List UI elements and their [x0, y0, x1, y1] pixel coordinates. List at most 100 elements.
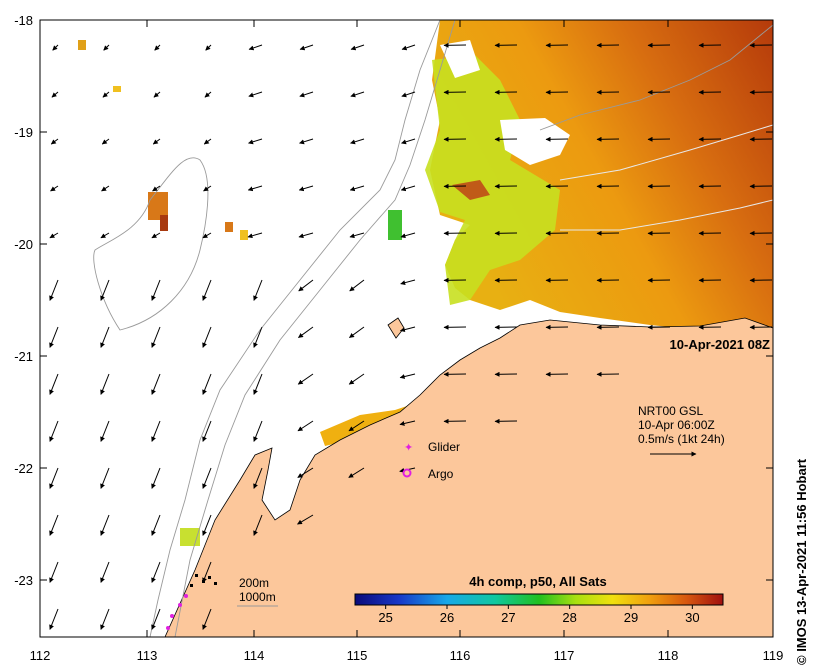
current-vector	[100, 608, 110, 630]
sst-coastal-strip	[320, 405, 410, 446]
current-vector	[151, 279, 161, 301]
colorbar-tick-label: 25	[378, 610, 392, 625]
map-plot-area	[40, 20, 773, 637]
map-timestamp: 10-Apr-2021 08Z	[670, 337, 770, 352]
lat-label: -23	[14, 573, 33, 588]
current-vector	[349, 279, 365, 292]
sst-pixel	[160, 215, 168, 231]
isobath-1000-label: 1000m	[239, 590, 276, 604]
current-vector	[253, 467, 263, 489]
current-vector	[49, 373, 59, 395]
current-vector	[100, 373, 110, 395]
current-vector	[103, 44, 110, 51]
current-vector	[49, 420, 59, 442]
sst-cloud-gap	[500, 118, 570, 165]
current-vector	[202, 373, 212, 395]
glider-marker: ✦	[404, 442, 413, 454]
current-vector	[151, 232, 161, 239]
current-vector	[154, 44, 161, 51]
sst-pixel	[148, 192, 168, 220]
current-vector	[253, 326, 263, 348]
current-vector	[50, 138, 59, 145]
current-vector	[152, 138, 161, 145]
sst-pixel	[180, 528, 200, 546]
current-vector	[49, 608, 59, 630]
current-vector	[202, 279, 212, 301]
current-vector	[297, 420, 314, 432]
colorbar-tick-label: 28	[562, 610, 576, 625]
current-vector	[100, 279, 110, 301]
plot-frame	[39, 19, 774, 638]
current-vector	[151, 326, 161, 348]
current-vector	[350, 138, 365, 145]
isobath-200-label: 200m	[239, 576, 269, 590]
current-vector	[253, 373, 263, 395]
current-vector	[205, 44, 212, 51]
argo-marker	[402, 468, 412, 478]
current-vector	[50, 185, 59, 192]
axis-ticks	[39, 19, 774, 637]
current-vector	[348, 467, 365, 478]
lat-label: -22	[14, 461, 33, 476]
credit-text: © IMOS 13-Apr-2021 11:56 Hobart	[794, 458, 809, 665]
current-vector	[400, 279, 416, 286]
current-vector	[202, 514, 212, 536]
current-vector	[297, 373, 314, 385]
current-vector	[52, 44, 59, 51]
current-vector	[202, 561, 212, 583]
current-vector	[202, 326, 212, 348]
sst-green-patch	[425, 55, 560, 305]
current-vector	[401, 138, 416, 145]
lon-label: 119	[763, 648, 784, 663]
argo-label: Argo	[428, 467, 454, 481]
current-vector	[348, 373, 365, 385]
current-vectors	[49, 42, 773, 630]
current-vector	[202, 232, 212, 239]
current-vector	[298, 326, 314, 338]
current-vector	[299, 44, 314, 51]
sst-pixel	[388, 210, 402, 240]
current-vector	[102, 91, 110, 98]
colorbar-tick-label: 26	[440, 610, 454, 625]
current-vector	[151, 561, 161, 583]
current-vector	[100, 467, 110, 489]
colorbar-ticks: 25 26 27 28 29 30	[378, 605, 700, 625]
current-vector	[248, 44, 263, 51]
current-vector	[100, 561, 110, 583]
glider-track	[166, 594, 188, 630]
current-vector	[49, 561, 59, 583]
current-vector	[152, 185, 161, 192]
longitude-labels: 112 113 114 115 116 117 118 119	[30, 648, 784, 663]
sst-pixel	[225, 222, 233, 232]
current-vector	[248, 91, 263, 98]
current-vector	[151, 467, 161, 489]
lat-label: -19	[14, 125, 33, 140]
current-vector	[100, 514, 110, 536]
lat-label: -18	[14, 13, 33, 28]
current-vector	[202, 608, 212, 630]
current-vector	[51, 91, 59, 98]
current-vector	[399, 420, 416, 426]
current-vector	[247, 232, 263, 239]
contour-lines	[559, 124, 773, 231]
current-time-label: 10-Apr 06:00Z	[638, 418, 715, 432]
current-vector	[49, 232, 59, 239]
sst-pixel	[240, 230, 248, 240]
current-vector	[100, 420, 110, 442]
lon-label: 115	[347, 648, 368, 663]
current-vector	[49, 467, 59, 489]
current-vector	[349, 326, 365, 338]
current-vector	[247, 185, 263, 192]
glider-label: Glider	[428, 440, 460, 454]
current-vector	[253, 279, 263, 301]
lon-label: 114	[244, 648, 265, 663]
current-vector	[350, 91, 365, 98]
current-scale-label: 0.5m/s (1kt 24h)	[638, 432, 725, 446]
current-vector	[350, 44, 365, 51]
current-vector	[202, 467, 212, 489]
current-vector	[151, 514, 161, 536]
lat-label: -20	[14, 237, 33, 252]
current-vector	[203, 185, 212, 192]
lon-label: 116	[450, 648, 471, 663]
current-vector	[151, 373, 161, 395]
